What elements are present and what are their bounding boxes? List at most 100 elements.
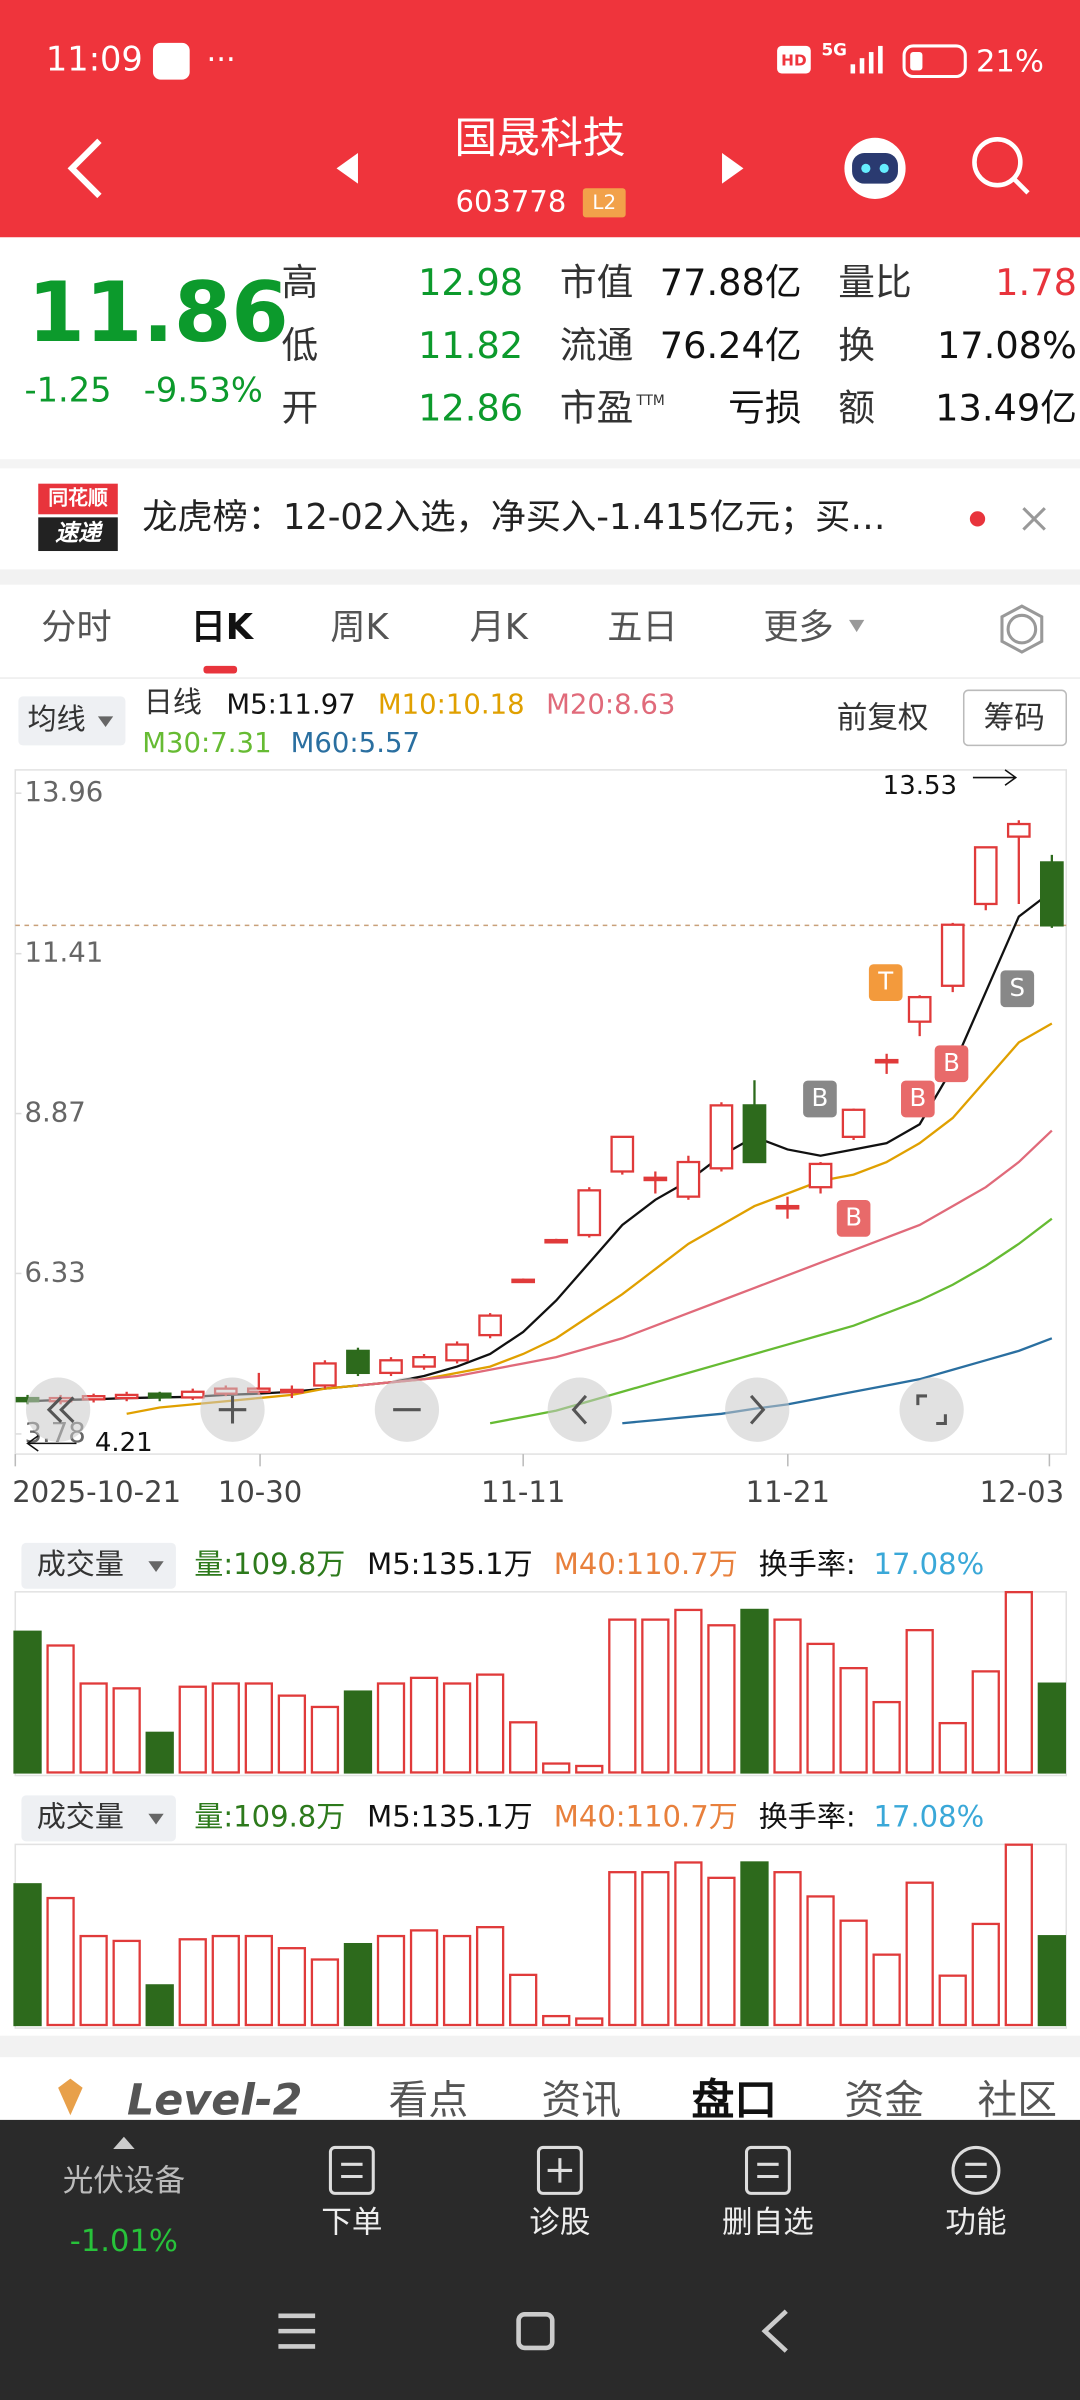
nav-label[interactable]: 功能 xyxy=(945,2205,1006,2240)
app-icon xyxy=(152,42,190,80)
volume-bar xyxy=(178,1938,207,2027)
news-text[interactable]: 龙虎榜：12-02入选，净买入-1.415亿元；买… xyxy=(142,497,885,538)
candle-body xyxy=(874,1058,899,1064)
vol-m40: M40:110.7万 xyxy=(554,1799,738,1833)
nav-items: 下单 诊股 删自选 功能 xyxy=(321,2145,1007,2240)
signal-badge xyxy=(803,1080,837,1118)
volume-bar xyxy=(707,1876,736,2027)
x-tick-label: 10-30 xyxy=(218,1475,302,1509)
news-logo-top xyxy=(38,483,118,515)
volume-bar xyxy=(575,2017,604,2027)
nav-label[interactable]: 下单 xyxy=(321,2205,382,2240)
turnover-value: 17.08% xyxy=(873,1799,984,1833)
tab[interactable]: 更多 xyxy=(763,607,833,648)
menu-key[interactable] xyxy=(278,2313,316,2349)
nav-glyph xyxy=(547,2158,573,2183)
chart-control[interactable] xyxy=(899,1377,964,1442)
chart-control[interactable] xyxy=(547,1377,612,1442)
back-button[interactable] xyxy=(67,138,102,199)
stat-value: 亏损 xyxy=(728,387,801,430)
tab[interactable]: 月K xyxy=(470,607,529,648)
next-stock[interactable] xyxy=(722,153,744,184)
stat-label: 市值 xyxy=(560,261,633,304)
period: 日线 xyxy=(144,685,202,719)
tab[interactable]: 日K xyxy=(191,607,255,648)
status-more: ··· xyxy=(207,43,236,78)
volume-bar xyxy=(13,1630,42,1774)
content-tab[interactable]: 资金 xyxy=(844,2078,924,2124)
content-tab[interactable]: 资讯 xyxy=(542,2078,622,2124)
volume-bar xyxy=(806,1895,835,2027)
volume-bar xyxy=(740,1861,769,2027)
volume-title: 成交量 xyxy=(37,1799,124,1833)
signal-badge xyxy=(901,1080,935,1118)
control-icon xyxy=(916,1394,947,1425)
volume-bar xyxy=(475,1926,505,2027)
candle-body xyxy=(709,1104,734,1170)
candle-body xyxy=(147,1392,172,1399)
tab[interactable]: 分时 xyxy=(41,607,111,648)
control-icon xyxy=(571,1394,588,1425)
vol-m5: M5:135.1万 xyxy=(367,1799,533,1833)
x-tick-label: 2025-10-21 xyxy=(12,1475,181,1509)
stock-name: 国晟科技 xyxy=(454,113,625,163)
level2-icon xyxy=(58,2078,83,2116)
chart-control[interactable] xyxy=(26,1377,91,1442)
settings[interactable] xyxy=(1006,613,1038,645)
content-tab[interactable]: 看点 xyxy=(389,2078,469,2124)
content-tab[interactable]: 盘口 xyxy=(691,2076,777,2126)
chart-controls xyxy=(26,1377,964,1442)
stat-label: 换 xyxy=(838,324,875,367)
volume-bar xyxy=(971,1922,1000,2027)
content-tab[interactable]: 社区 xyxy=(978,2078,1058,2124)
signal-text: B xyxy=(812,1083,829,1112)
signal-badge xyxy=(868,964,903,1002)
volume-bar xyxy=(1037,1682,1067,1774)
volume-bar xyxy=(409,1929,439,2027)
search-button[interactable] xyxy=(972,136,1023,188)
content-tab[interactable]: Level-2 xyxy=(127,2076,303,2126)
nav-label[interactable]: 诊股 xyxy=(529,2205,590,2240)
home-key[interactable] xyxy=(516,2311,555,2351)
ma-selector[interactable] xyxy=(18,696,126,746)
prev-stock[interactable] xyxy=(336,153,358,184)
nav-icon xyxy=(328,2145,375,2195)
volume-bar xyxy=(542,1762,571,1774)
l2-text: L2 xyxy=(592,191,616,214)
tab[interactable]: 周K xyxy=(330,607,389,648)
adjust[interactable]: 前复权 xyxy=(837,701,929,736)
tab[interactable]: 五日 xyxy=(607,607,677,648)
candle-body xyxy=(280,1388,304,1394)
volume-bar xyxy=(46,1644,75,1774)
ma20: M20:8.63 xyxy=(546,689,675,721)
ma60: M60:5.57 xyxy=(291,727,420,759)
volume-selector[interactable] xyxy=(21,1542,176,1589)
volume-bar xyxy=(310,1705,340,1774)
close-news[interactable] xyxy=(1022,507,1046,531)
stat-label: 量比 xyxy=(838,261,911,304)
stat-value: 17.08% xyxy=(937,324,1077,367)
chart-control[interactable] xyxy=(725,1377,790,1442)
volume-bar xyxy=(475,1673,505,1774)
chips-button[interactable] xyxy=(962,689,1067,747)
back-key[interactable] xyxy=(761,2309,788,2353)
volume-selector[interactable] xyxy=(21,1795,176,1842)
ma5: M5:11.97 xyxy=(226,689,355,721)
price-change: -1.25 xyxy=(24,370,111,409)
stat-value: 12.86 xyxy=(418,387,523,430)
volume-bar xyxy=(310,1958,340,2027)
nav-label[interactable]: 删自选 xyxy=(722,2205,814,2240)
stat-value: 13.49亿 xyxy=(935,387,1077,430)
volume-bar xyxy=(13,1883,42,2027)
candle-body xyxy=(114,1393,139,1400)
volume-bar xyxy=(905,1628,934,1774)
sector[interactable]: 光伏设备 xyxy=(63,2164,185,2199)
volume-bar xyxy=(740,1608,769,1774)
y-tick-label: 13.96 xyxy=(24,776,103,808)
signal-badge xyxy=(836,1200,871,1237)
volume-bar xyxy=(145,1984,174,2027)
ttm: TTM xyxy=(635,393,664,409)
volume-bar xyxy=(575,1764,604,1774)
volume-bar xyxy=(1037,1935,1067,2027)
